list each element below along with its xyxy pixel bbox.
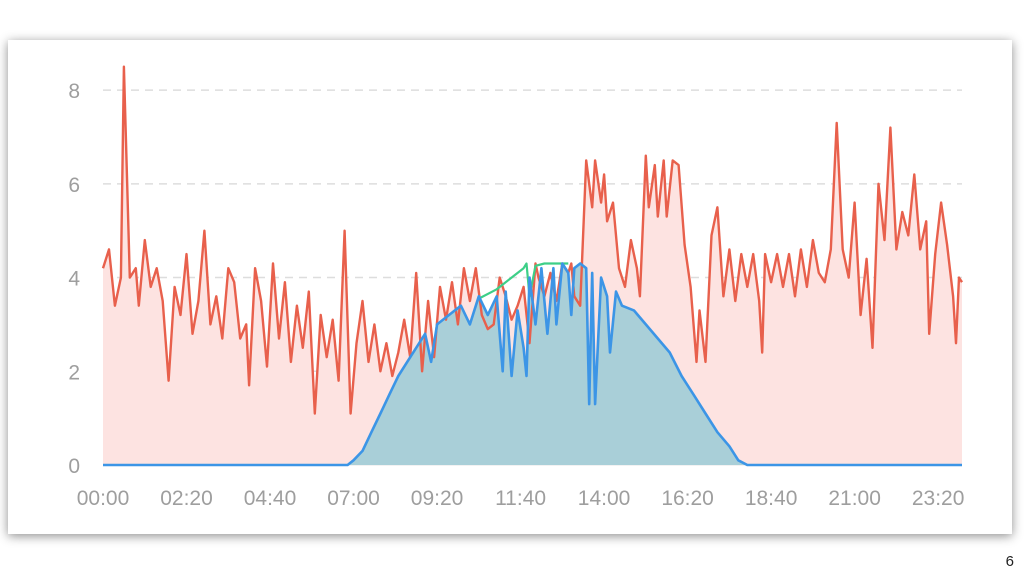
x-tick-label: 14:00 <box>578 487 631 510</box>
solar-estimate-line <box>478 262 569 300</box>
solar-area <box>103 263 962 465</box>
chart-card: 0 2 4 6 8 00:00 02:20 04:40 07:00 09:20 11:40 14:0… <box>8 40 1012 534</box>
x-tick-label: 11:40 <box>495 487 546 510</box>
x-tick-label: 04:40 <box>244 487 297 510</box>
x-tick-label: 02:20 <box>160 487 213 510</box>
x-tick-label: 00:00 <box>77 487 130 510</box>
solar-line <box>103 262 962 467</box>
y-tick-label: 4 <box>68 268 80 291</box>
y-axis-ticks: 0 2 4 6 8 <box>68 80 80 478</box>
series-areas <box>103 66 962 465</box>
x-tick-label: 23:20 <box>912 487 965 510</box>
x-tick-label: 07:00 <box>327 487 380 510</box>
y-tick-label: 8 <box>68 80 80 103</box>
y-tick-label: 6 <box>68 174 80 197</box>
x-tick-label: 09:20 <box>411 487 464 510</box>
x-tick-label: 16:20 <box>661 487 714 510</box>
x-tick-label: 18:40 <box>745 487 798 510</box>
page-number: 6 <box>1005 553 1014 570</box>
y-tick-label: 2 <box>68 361 80 384</box>
series-lines <box>101 65 964 467</box>
x-tick-label: 21:00 <box>828 487 881 510</box>
y-tick-label: 0 <box>68 455 80 478</box>
energy-area-chart: 0 2 4 6 8 00:00 02:20 04:40 07:00 09:20 11:40 14:0… <box>68 65 965 510</box>
x-axis-ticks: 00:00 02:20 04:40 07:00 09:20 11:40 14:00 16:20… <box>77 487 965 510</box>
consumption-line <box>101 65 964 415</box>
